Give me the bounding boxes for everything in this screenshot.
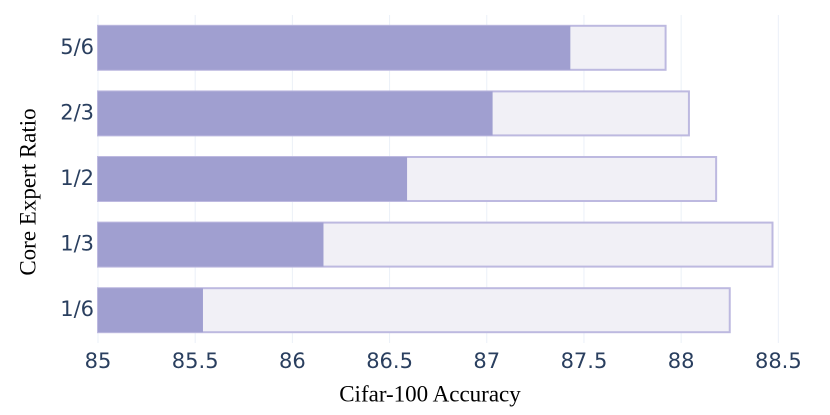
y-axis-title: Core Expert Ratio [15, 108, 40, 275]
x-tick-label: 86.5 [366, 349, 413, 373]
bar [98, 25, 571, 70]
x-tick-label: 88.5 [755, 349, 802, 373]
x-tick-label: 87.5 [561, 349, 608, 373]
x-tick-label: 87 [473, 349, 500, 373]
x-tick-label: 86 [279, 349, 306, 373]
bar [98, 222, 324, 267]
bar [98, 91, 493, 136]
x-axis-title: Cifar-100 Accuracy [339, 381, 521, 406]
y-tick-label: 1/2 [60, 166, 94, 190]
x-tick-label: 88 [668, 349, 695, 373]
x-tick-label: 85.5 [172, 349, 219, 373]
y-tick-label: 1/6 [60, 297, 94, 321]
x-tick-label: 85 [85, 349, 112, 373]
bar [97, 287, 731, 334]
y-tick-label: 5/6 [60, 35, 94, 59]
y-tick-label: 2/3 [60, 100, 94, 124]
bar [98, 288, 203, 333]
bar [98, 157, 408, 201]
y-tick-label: 1/3 [60, 232, 94, 256]
